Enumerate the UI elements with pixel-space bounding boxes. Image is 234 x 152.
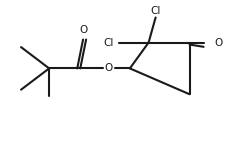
Text: Cl: Cl [104,38,114,48]
Text: O: O [79,25,87,35]
Text: O: O [215,38,223,48]
Text: Cl: Cl [150,6,161,16]
Text: O: O [105,63,113,73]
